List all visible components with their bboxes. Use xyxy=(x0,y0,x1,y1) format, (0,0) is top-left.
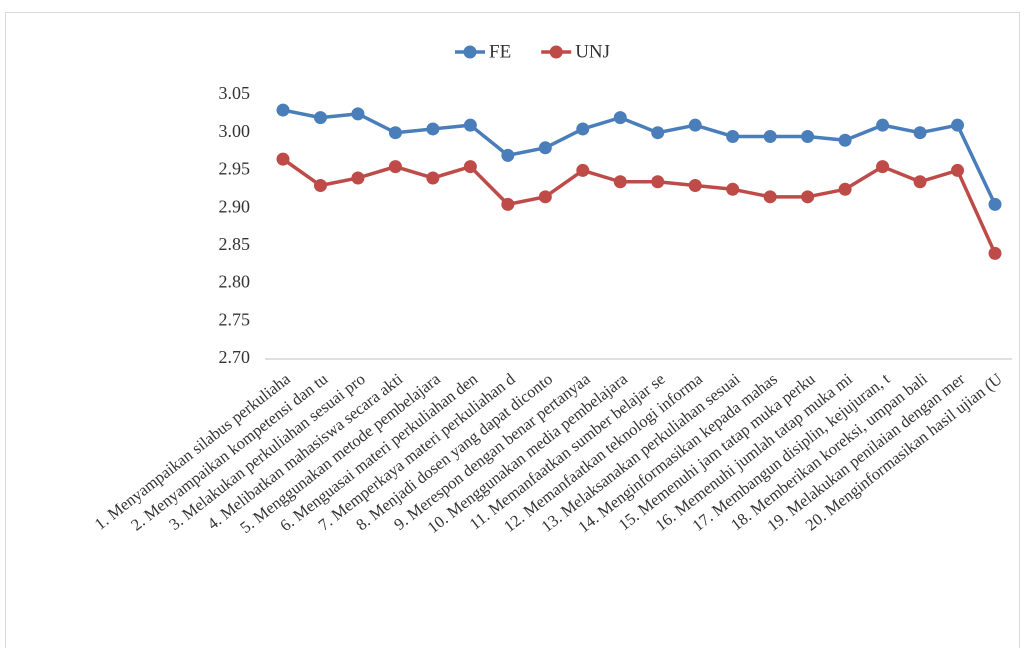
data-point xyxy=(538,190,552,204)
series-line xyxy=(281,157,997,255)
data-point xyxy=(688,179,702,193)
data-point xyxy=(726,129,740,143)
data-point xyxy=(763,190,777,204)
legend-label: FE xyxy=(489,41,511,62)
data-point xyxy=(951,163,965,177)
data-point xyxy=(313,111,327,125)
data-point xyxy=(351,107,365,121)
data-point xyxy=(463,118,477,132)
data-point xyxy=(351,171,365,185)
y-tick-label: 2.85 xyxy=(219,234,251,254)
data-point xyxy=(913,126,927,140)
data-point xyxy=(388,160,402,174)
data-point xyxy=(426,122,440,136)
data-point xyxy=(838,182,852,196)
data-point xyxy=(801,190,815,204)
legend-item: UNJ xyxy=(541,41,610,62)
legend-label: UNJ xyxy=(575,41,610,62)
legend-item: FE xyxy=(455,41,511,62)
data-point xyxy=(501,148,515,162)
data-point xyxy=(988,197,1002,211)
data-point xyxy=(876,160,890,174)
data-point xyxy=(951,118,965,132)
data-point xyxy=(988,246,1002,260)
data-point xyxy=(501,197,515,211)
data-point xyxy=(276,152,290,166)
data-point xyxy=(613,175,627,189)
data-point xyxy=(651,126,665,140)
data-point xyxy=(576,122,590,136)
y-tick-label: 2.75 xyxy=(219,309,251,329)
legend-marker xyxy=(549,45,563,59)
data-point xyxy=(876,118,890,132)
y-tick-label: 2.80 xyxy=(219,272,251,292)
data-point xyxy=(651,175,665,189)
data-point xyxy=(688,118,702,132)
data-point xyxy=(613,111,627,125)
data-point xyxy=(763,129,777,143)
y-tick-label: 2.95 xyxy=(219,159,251,179)
chart-border xyxy=(5,12,1020,648)
data-point xyxy=(388,126,402,140)
y-tick-label: 3.05 xyxy=(219,83,251,103)
y-tick-label: 3.00 xyxy=(219,121,251,141)
data-point xyxy=(576,163,590,177)
data-point xyxy=(313,179,327,193)
legend-marker xyxy=(463,45,477,59)
data-point xyxy=(801,129,815,143)
data-point xyxy=(838,133,852,147)
y-tick-label: 2.70 xyxy=(219,347,251,367)
data-point xyxy=(726,182,740,196)
data-point xyxy=(463,160,477,174)
data-point xyxy=(538,141,552,155)
y-tick-label: 2.90 xyxy=(219,196,251,216)
data-point xyxy=(426,171,440,185)
data-point xyxy=(276,103,290,117)
data-point xyxy=(913,175,927,189)
